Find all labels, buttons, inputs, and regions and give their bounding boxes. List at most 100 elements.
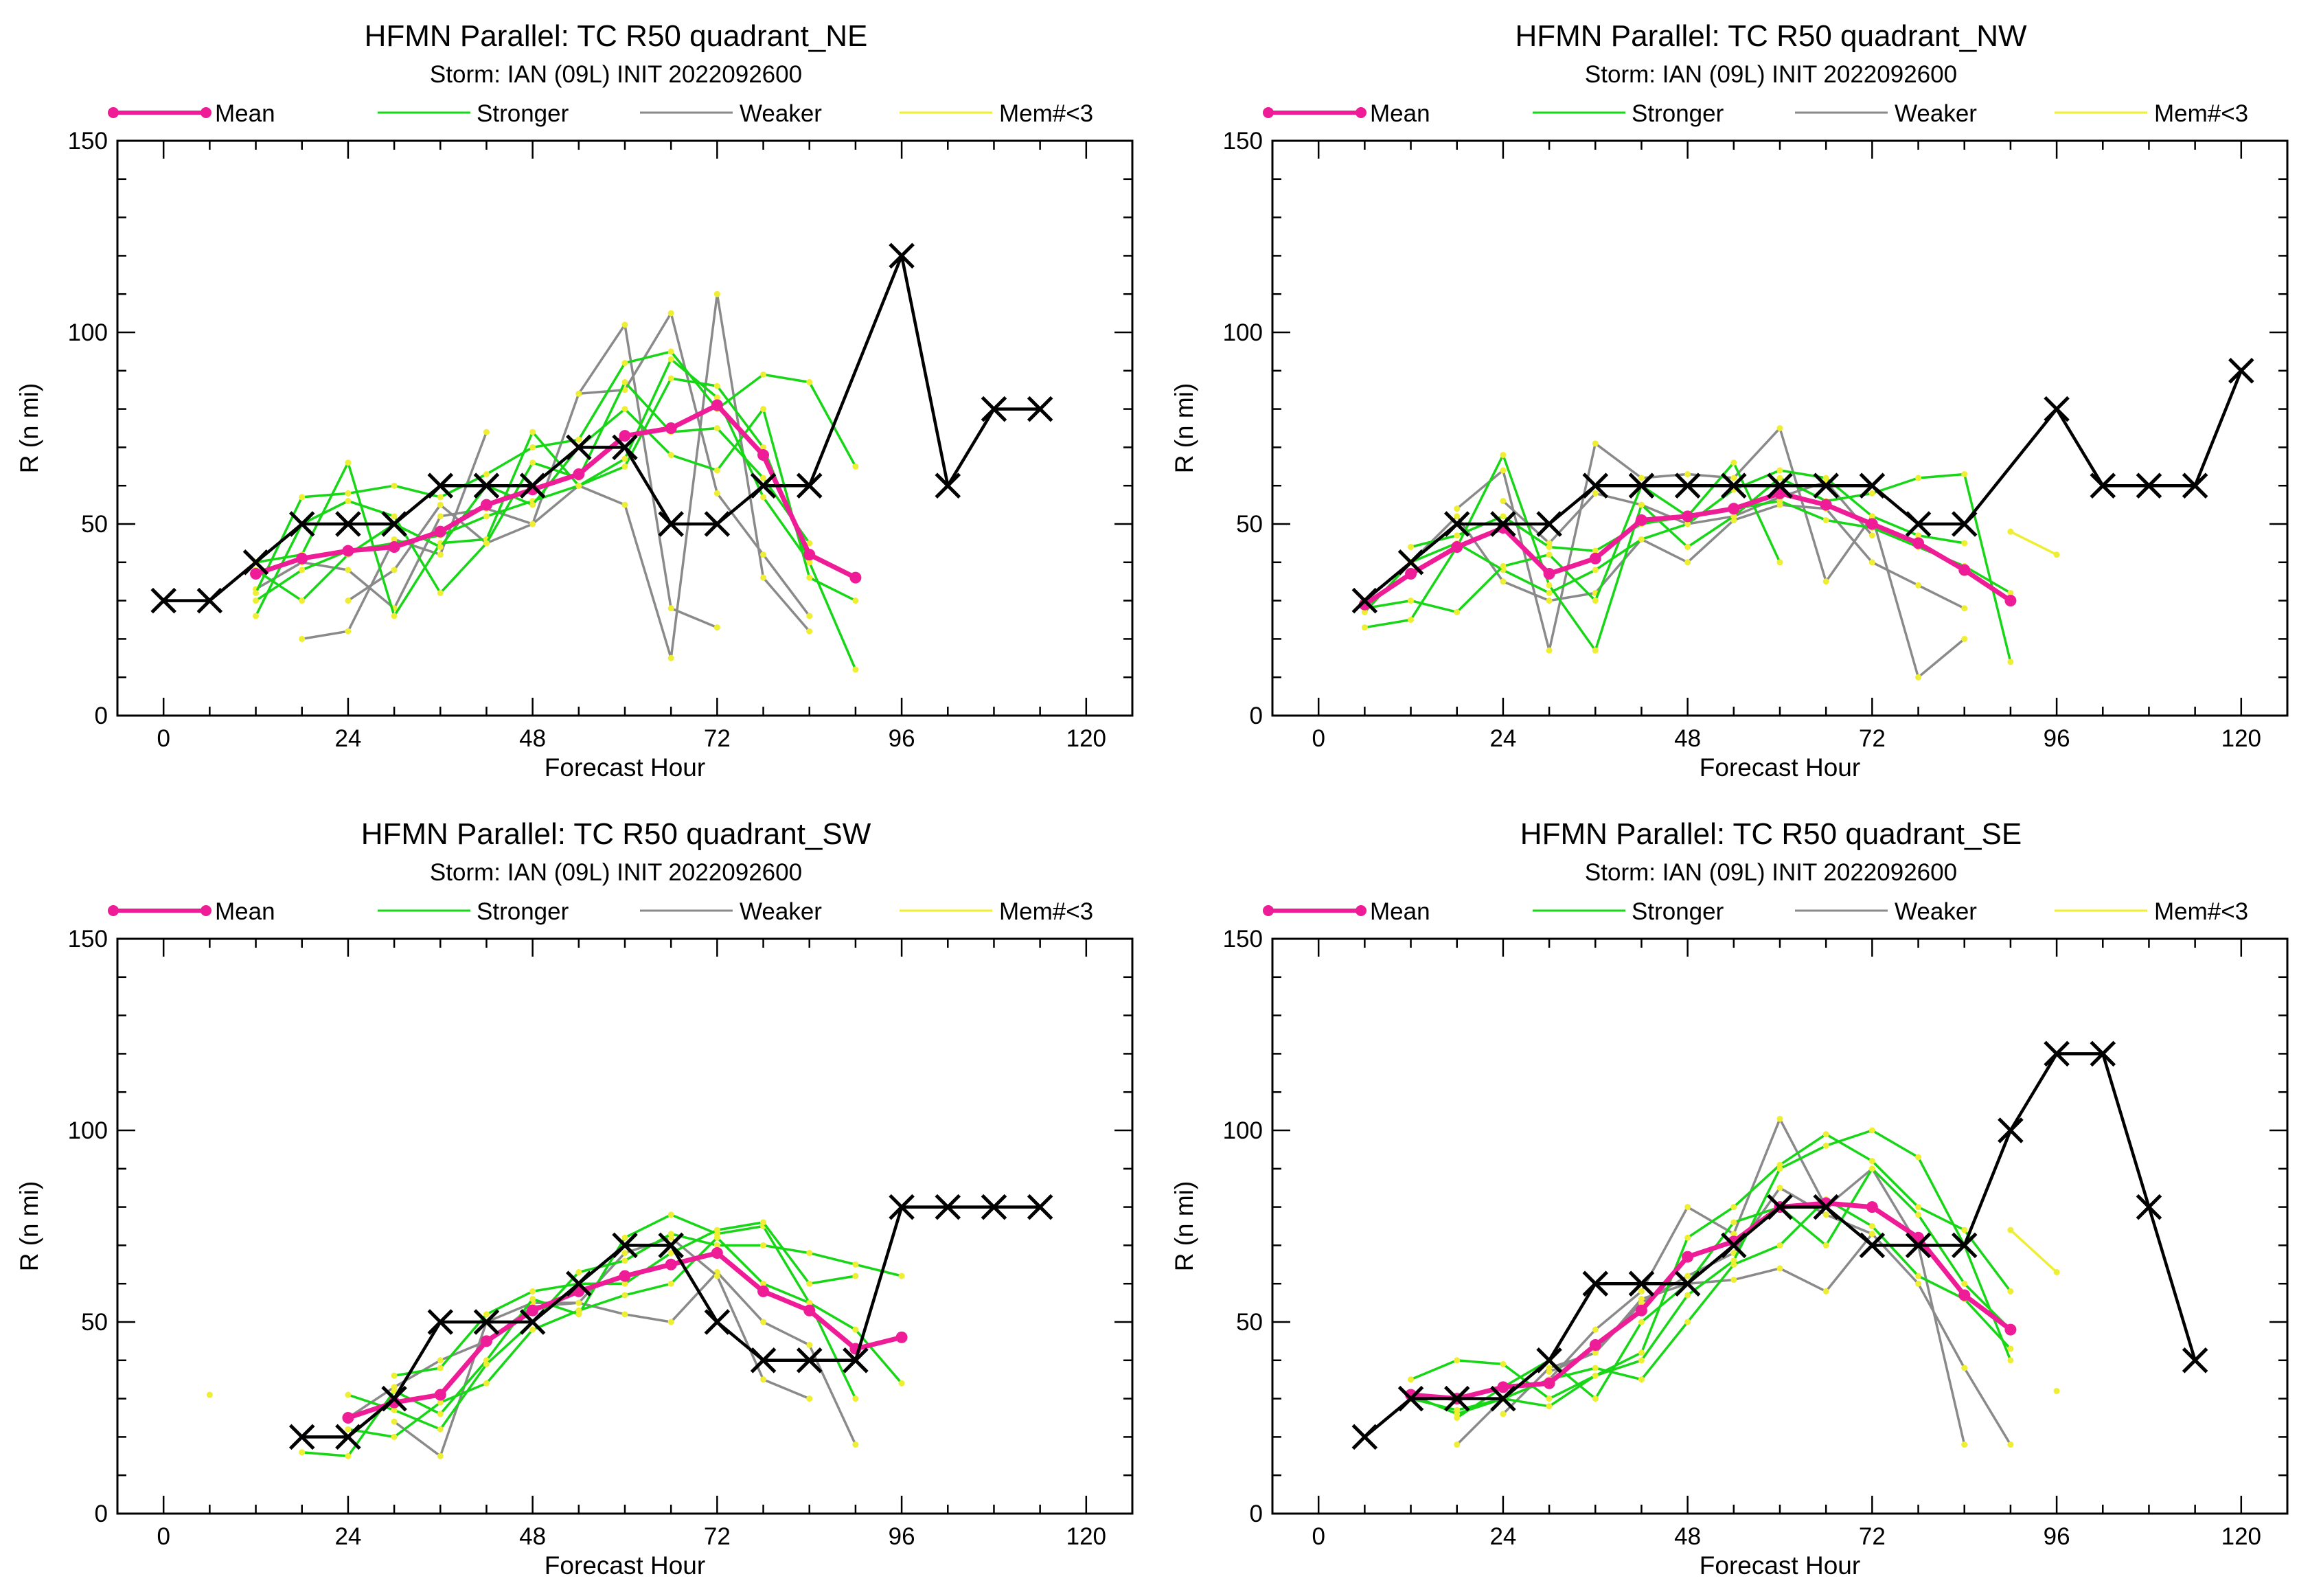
stronger-member-line-point [898,1273,905,1279]
stronger-member-line-point [898,1380,905,1387]
y-tick-label: 0 [1250,703,1263,729]
stronger-member-line-point [760,494,767,501]
x-tick-label: 24 [1489,1523,1516,1550]
weaker-member-line-point [760,1376,767,1383]
mean-series-point [296,552,308,565]
best-track-marker [750,1347,777,1373]
weaker-member-line-point [1730,1231,1737,1238]
stronger-member-line-point [1638,1319,1645,1325]
legend-weaker-label: Weaker [1895,898,1977,925]
mean-series-line [255,402,857,580]
memlt3-member-line [2009,1229,2058,1273]
weaker-member-line-point [667,1319,674,1325]
chart-ne: HFMN Parallel: TC R50 quadrant_NE Storm: … [15,19,1134,782]
memlt3-member-line-point [2053,1387,2060,1394]
best-track-marker [2182,1347,2208,1373]
weaker-member-line-point [1546,597,1553,604]
stronger-member-line-point [667,1211,674,1218]
y-tick-label: 50 [81,1309,108,1336]
stronger-member-line-point [1776,467,1783,474]
mean-series-point [757,1285,770,1297]
stronger-member-line-point [575,1307,582,1314]
stronger-member-line-point [529,459,536,466]
stronger-member-line-point [2007,659,2014,665]
x-tick-label: 72 [1859,1523,1886,1550]
best-track-marker [566,434,592,461]
stronger-member-line-point [1546,1403,1553,1410]
stronger-member-line-point [437,494,444,501]
y-axis-label: R (n mi) [1170,1181,1198,1272]
weaker-member-line-point [437,551,444,558]
best-track-marker [566,1270,592,1297]
y-tick-label: 100 [68,1117,108,1144]
stronger-member-line [1410,1198,2012,1415]
mean-series-point [711,399,723,411]
x-axis-label: Forecast Hour [1700,753,1860,782]
best-track-marker [2182,472,2208,499]
best-track-marker [843,1347,869,1373]
y-tick-label: 100 [68,319,108,346]
best-track-marker [1628,1270,1655,1297]
stronger-member-line-point [483,513,490,520]
best-track-marker [2228,358,2254,384]
y-tick-label: 150 [68,926,108,953]
chart-title: HFMN Parallel: TC R50 quadrant_SW [361,817,871,851]
y-axis-label: R (n mi) [1170,383,1198,474]
stronger-member-line [1364,469,1965,613]
mean-series-point [803,549,816,561]
stronger-member-line-point [299,1449,306,1456]
weaker-member-line-point [1684,1273,1691,1279]
stronger-member-line-point [1500,513,1507,520]
best-track-marker [889,242,915,269]
y-tick-label: 0 [95,1501,108,1527]
stronger-member-line-point [1730,1204,1737,1211]
stronger-member-line-point [713,383,720,389]
plot-area [206,1205,1040,1459]
stronger-member-line-point [1961,1280,1968,1287]
mean-series-point [1912,537,1925,549]
mean-series-point [1728,503,1740,515]
weaker-member-line-point [1961,635,1968,642]
best-track-marker [1905,1232,1932,1259]
mean-series-point [1451,540,1463,553]
y-tick-label: 150 [1223,128,1263,155]
best-track-marker [427,472,454,499]
stronger-member-line-point [1454,1357,1461,1364]
stronger-member-line-point [1408,617,1415,623]
best-track-marker [2090,472,2116,499]
stronger-member-line-point [391,513,398,520]
legend-mean-marker [1263,107,1274,118]
stronger-member-line-point [713,394,720,401]
stronger-member-line-point [1915,1273,1922,1279]
stronger-member-line-point [852,597,859,604]
stronger-member-line-point [391,613,398,619]
mean-series-point [342,545,354,557]
weaker-member-line-point [667,605,674,612]
stronger-member-line-point [1592,547,1599,554]
weaker-member-line-point [2007,1441,2014,1448]
best-track-marker [1951,1232,1978,1259]
stronger-member-line-point [1592,1395,1599,1402]
best-track-marker [335,511,361,537]
mean-series-point [250,568,262,580]
best-track-marker [2090,1040,2116,1067]
stronger-member-line-point [806,574,813,581]
stronger-member-line-point [483,1311,490,1318]
weaker-member-line-point [1730,1250,1737,1257]
x-tick-label: 72 [1859,725,1886,752]
best-track-marker [796,1347,823,1373]
stronger-member-line-point [575,482,582,489]
stronger-member-line-point [483,540,490,547]
stronger-member-line-point [437,589,444,596]
stronger-member-line-point [806,1299,813,1306]
x-tick-label: 0 [157,725,170,752]
best-track-marker [1674,1270,1701,1297]
stronger-member-line-point [1822,475,1829,481]
weaker-member-line-point [1822,1288,1829,1295]
stronger-member-line-point [299,597,306,604]
stronger-member-line [1410,1132,2012,1400]
mean-series-point [757,449,770,461]
stronger-member-line-point [806,1280,813,1287]
weaker-member-line-point [667,654,674,661]
stronger-member-line-point [1868,513,1875,520]
